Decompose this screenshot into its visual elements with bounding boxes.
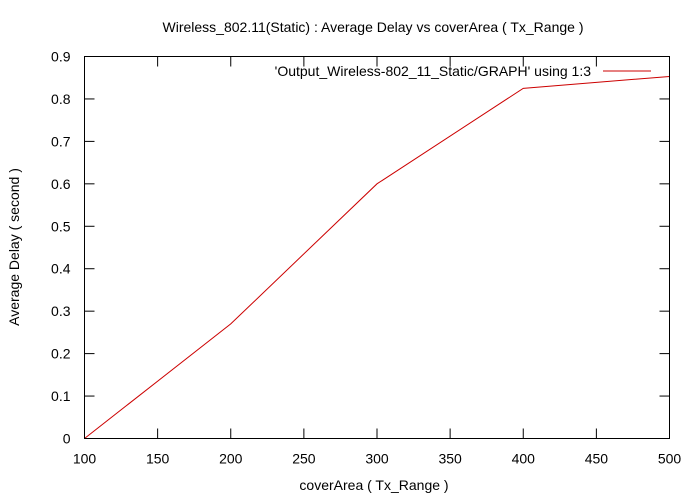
y-tick-label: 0 [63, 431, 71, 447]
x-tick-label: 200 [219, 451, 243, 467]
y-tick-label: 0.8 [51, 91, 71, 107]
y-tick-label: 0.2 [51, 346, 71, 362]
y-tick-label: 0.4 [51, 261, 71, 277]
x-tick-label: 250 [292, 451, 316, 467]
x-tick-label: 400 [512, 451, 536, 467]
x-tick-label: 450 [585, 451, 609, 467]
chart-title: Wireless_802.11(Static) : Average Delay … [163, 19, 584, 35]
plot-area [84, 75, 670, 439]
x-tick-label: 300 [365, 451, 389, 467]
legend: 'Output_Wireless-802_11_Static/GRAPH' us… [275, 63, 651, 79]
legend-label: 'Output_Wireless-802_11_Static/GRAPH' us… [275, 63, 592, 79]
plot-frame [84, 56, 670, 439]
x-tick-label: 150 [146, 451, 170, 467]
x-axis-label: coverArea ( Tx_Range ) [299, 477, 448, 493]
axis-ticks: 100 150 200 250 300 350 400 450 500 0 0.1 0.2 0.3 0.4… [51, 49, 681, 467]
x-tick-label: 500 [658, 451, 682, 467]
x-tick-label: 100 [73, 451, 97, 467]
y-tick-label: 0.1 [51, 388, 71, 404]
y-tick-label: 0.3 [51, 303, 71, 319]
y-tick-label: 0.5 [51, 218, 71, 234]
y-tick-label: 0.9 [51, 49, 71, 65]
y-axis-label: Average Delay ( second ) [6, 168, 22, 326]
y-tick-label: 0.6 [51, 176, 71, 192]
series-line [84, 75, 670, 439]
y-tick-label: 0.7 [51, 133, 71, 149]
x-tick-label: 350 [438, 451, 462, 467]
